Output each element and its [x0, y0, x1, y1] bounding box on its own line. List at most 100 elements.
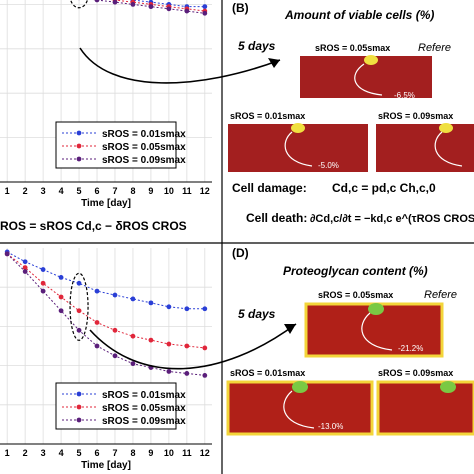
panel-d-letter: (D) — [232, 246, 249, 260]
data-point — [58, 294, 64, 300]
series-line — [6, 251, 205, 310]
legend-swatch-marker — [76, 417, 82, 423]
x-tick-label: 6 — [95, 448, 100, 458]
data-point — [202, 373, 208, 378]
connector-arrowhead-b — [268, 58, 280, 68]
tissue-b3 — [376, 124, 474, 172]
data-point — [184, 8, 190, 14]
data-point — [94, 343, 100, 349]
pct-d2: -13.0% — [318, 422, 343, 431]
cell-damage-label: Cell damage: — [232, 181, 307, 195]
x-tick-label: 8 — [130, 448, 135, 458]
panel-b-sim-label-1: sROS = 0.05smax — [315, 43, 390, 53]
data-point — [112, 327, 118, 333]
data-point — [112, 353, 118, 359]
x-tick-label: 11 — [182, 186, 192, 196]
data-point — [130, 333, 136, 339]
data-point — [40, 267, 46, 272]
data-point — [22, 269, 28, 274]
x-tick-label: 4 — [59, 186, 64, 196]
arrow-b2 — [284, 131, 313, 167]
x-tick-label: 8 — [130, 186, 135, 196]
x-tick-label: 7 — [112, 186, 117, 196]
data-point — [184, 306, 190, 312]
x-tick-label: 3 — [41, 186, 46, 196]
highlight-ellipse — [70, 0, 89, 9]
data-point — [130, 2, 136, 7]
wound-d1 — [368, 303, 384, 315]
x-tick-label: 10 — [164, 186, 174, 196]
x-tick-label: 11 — [182, 448, 192, 458]
data-point — [76, 308, 82, 314]
data-point — [4, 251, 10, 257]
data-point — [202, 345, 208, 351]
arrow-b1 — [354, 63, 383, 96]
wound-d3 — [440, 381, 456, 393]
data-point — [184, 371, 190, 376]
legend-label: sROS = 0.01smax — [102, 390, 186, 401]
data-point — [112, 0, 118, 5]
legend-box — [55, 382, 177, 430]
data-point — [58, 275, 64, 280]
wound-b3 — [439, 123, 453, 133]
data-point — [202, 4, 208, 10]
legend-label: sROS = 0.05smax — [102, 142, 186, 153]
data-point — [76, 327, 82, 333]
cell-death-eq: ∂Cd,c/∂t = −kd,c e^(τROS CROS) Cd,c — [310, 213, 474, 225]
panel-d-sim-label-1: sROS = 0.05smax — [318, 290, 393, 300]
legend-swatch-marker — [76, 404, 82, 410]
x-tick-label: 9 — [148, 448, 153, 458]
x-axis-label: Time [day] — [81, 198, 131, 209]
legend-label: sROS = 0.09smax — [102, 416, 186, 427]
x-tick-label: 2 — [23, 448, 28, 458]
x-tick-label: 2 — [23, 186, 28, 196]
data-point — [184, 343, 190, 349]
cell-death-label: Cell death: — [246, 211, 307, 225]
arrow-b3 — [434, 131, 463, 167]
connector-arrow-d — [89, 323, 297, 370]
x-axis-label: Time [day] — [81, 460, 131, 471]
wound-b1 — [364, 55, 378, 65]
data-point — [148, 300, 154, 306]
panel-b-sim-label-3: sROS = 0.09smax — [378, 111, 453, 121]
data-point — [94, 288, 100, 294]
data-point — [166, 304, 172, 310]
data-point — [76, 280, 82, 286]
connector-arrow-b — [79, 47, 281, 84]
highlight-ellipse — [69, 272, 89, 341]
data-point — [40, 288, 46, 294]
x-tick-label: 3 — [41, 448, 46, 458]
panel-b-reference: Refere — [418, 42, 451, 54]
data-point — [166, 369, 172, 374]
panel-d-title: Proteoglycan content (%) — [283, 264, 428, 278]
x-tick-label: 12 — [200, 186, 210, 196]
pct-d1: -21.2% — [398, 344, 423, 353]
tissue-d3 — [376, 380, 474, 436]
x-tick-label: 6 — [95, 186, 100, 196]
x-tick-label: 12 — [200, 448, 210, 458]
data-point — [148, 4, 154, 10]
arrow-d2 — [283, 390, 315, 429]
x-tick-label: 1 — [5, 186, 10, 196]
data-point — [58, 308, 64, 314]
data-point — [94, 320, 100, 325]
panel-b-days: 5 days — [238, 39, 276, 53]
panel-d-sim-label-2: sROS = 0.01smax — [230, 368, 305, 378]
wound-d2 — [292, 381, 308, 393]
legend-label: sROS = 0.09smax — [102, 155, 186, 166]
panel-b-letter: (B) — [232, 1, 249, 15]
panel-d-reference: Refere — [424, 289, 457, 301]
pct-b2: -5.0% — [318, 161, 339, 170]
ros-equation: ROS = sROS Cd,c − δROS CROS — [0, 219, 187, 233]
data-point — [40, 280, 46, 286]
data-point — [166, 341, 172, 347]
x-tick-label: 1 — [5, 448, 10, 458]
x-tick-label: 5 — [77, 186, 82, 196]
x-tick-label: 9 — [148, 186, 153, 196]
series-line — [6, 253, 205, 349]
data-point — [112, 292, 118, 298]
connector-arrowhead-d — [284, 324, 296, 334]
